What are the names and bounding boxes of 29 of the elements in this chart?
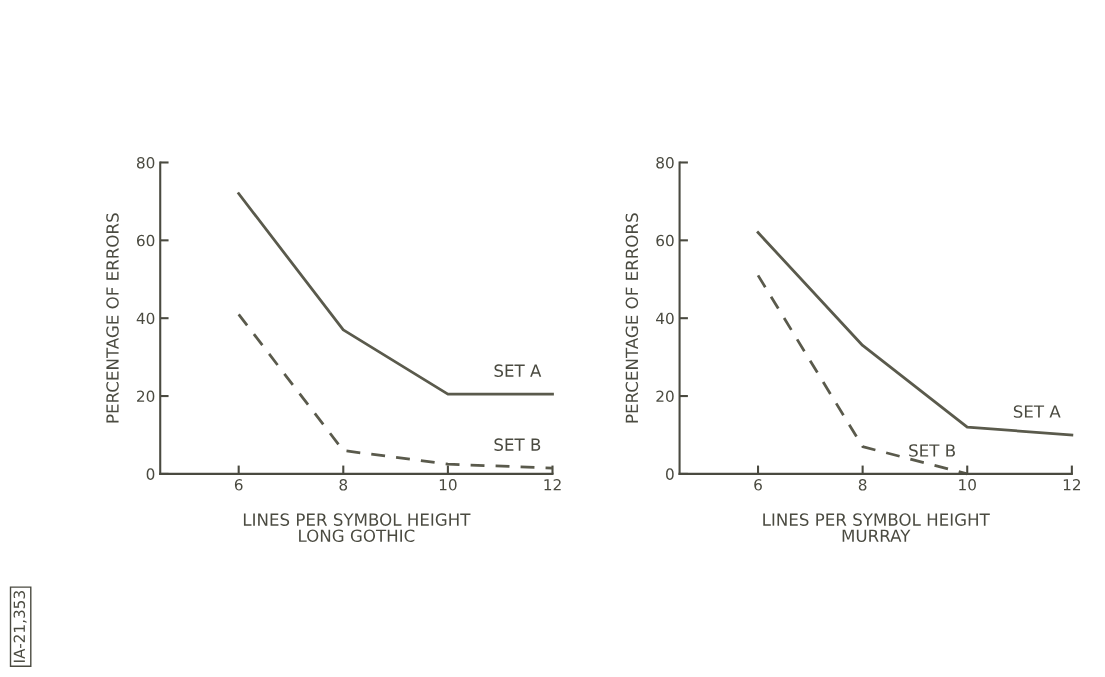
line-series [237, 312, 554, 470]
y-tick-label: 80 [136, 156, 155, 169]
y-tick-label: 40 [656, 312, 674, 325]
series-label: SET A [1013, 405, 1061, 418]
y-tick-label: 20 [137, 390, 155, 403]
y-axis-title: PERCENTAGE OF ERRORS [625, 213, 639, 423]
x-tick-label: 12 [544, 479, 561, 491]
x-tick-label: 6 [234, 479, 243, 491]
x-tick-label: 8 [858, 479, 867, 491]
series-label: SET B [494, 438, 541, 451]
x-axis-title: LINES PER SYMBOL HEIGHT LONG GOTHIC [243, 513, 471, 543]
x-tick-label: 10 [959, 479, 976, 491]
series-label: SET A [494, 364, 542, 377]
x-axis-title: LINES PER SYMBOL HEIGHT MURRAY [763, 513, 990, 543]
y-tick-label: 0 [666, 468, 674, 480]
y-tick-label: 0 [146, 468, 155, 480]
y-tick-label: 60 [136, 234, 155, 247]
line-series [756, 231, 1074, 437]
text: IA-21,353 [13, 591, 27, 662]
y-tick-label: 40 [136, 312, 155, 325]
x-tick-label: 10 [439, 479, 457, 491]
x-tick-label: 12 [1063, 479, 1081, 491]
y-axis-title: PERCENTAGE OF ERRORS [106, 213, 119, 423]
y-tick-label: 80 [656, 156, 674, 169]
x-tick-label: 6 [754, 479, 762, 491]
x-tick-label: 8 [339, 479, 348, 491]
y-tick-label: 60 [656, 234, 674, 247]
y-tick-label: 20 [656, 390, 674, 403]
series-label: SET B [909, 444, 955, 457]
